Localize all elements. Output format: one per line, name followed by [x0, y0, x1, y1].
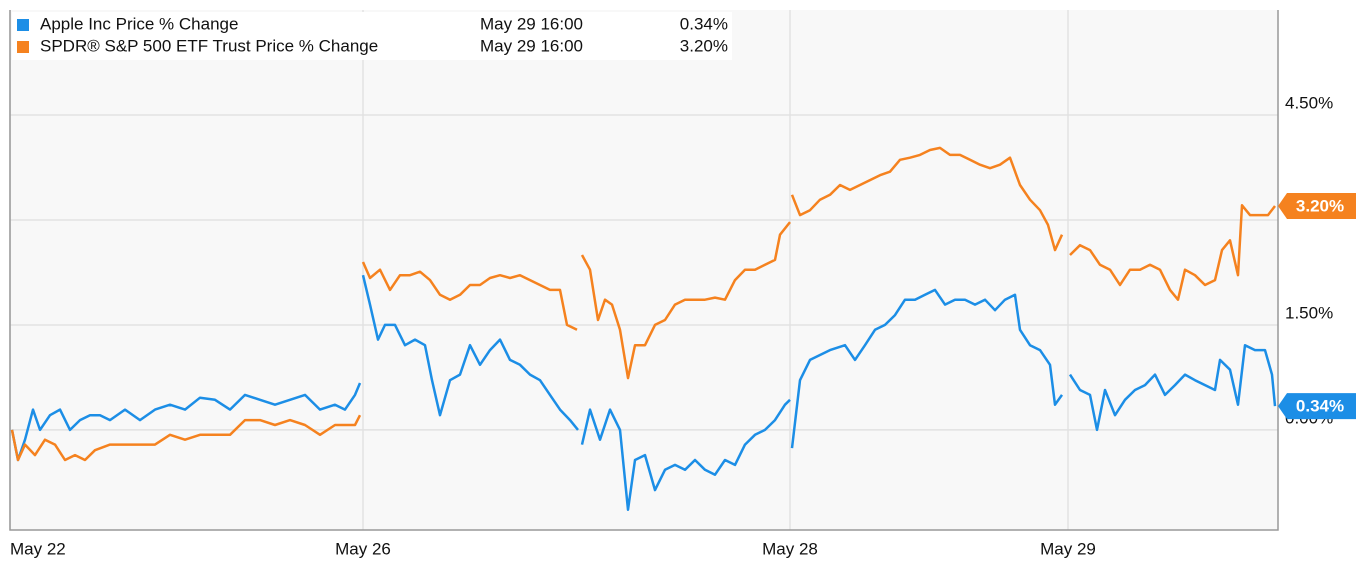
- series-line: [10, 274, 1277, 511]
- legend-time: May 29 16:00: [480, 36, 583, 55]
- x-tick-label: May 29: [1040, 539, 1096, 558]
- legend-swatch: [17, 19, 29, 31]
- lines: [10, 146, 1277, 511]
- legend-label: SPDR® S&P 500 ETF Trust Price % Change: [40, 36, 378, 55]
- end-badge: [1278, 192, 1356, 219]
- end-badge: [1278, 393, 1356, 420]
- end-label: 0.34%: [1296, 397, 1344, 416]
- end-label: 3.20%: [1296, 196, 1344, 215]
- legend-entries: Apple Inc Price % Change May 29 16:00 0.34…: [17, 14, 728, 55]
- series-line: [10, 146, 1276, 462]
- legend: [12, 12, 732, 60]
- y-tick-label: 4.50%: [1285, 93, 1333, 112]
- legend-time: May 29 16:00: [480, 14, 583, 33]
- plot-area: [10, 10, 1278, 530]
- legend-swatch: [17, 41, 29, 53]
- y-tick-label: 1.50%: [1285, 303, 1333, 322]
- plot-frame: [9, 10, 1279, 531]
- legend-value: 3.20%: [680, 36, 728, 55]
- x-tick-label: May 26: [335, 539, 391, 558]
- legend-label: Apple Inc Price % Change: [40, 14, 238, 33]
- x-tick-label: May 22: [10, 539, 66, 558]
- x-tick-label: May 28: [762, 539, 818, 558]
- legend-value: 0.34%: [680, 14, 728, 33]
